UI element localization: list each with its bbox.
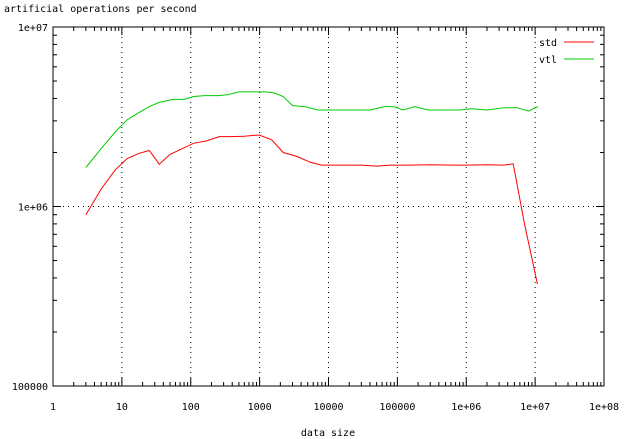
x-tick-label: 1	[50, 402, 56, 413]
x-axis-label: data size	[301, 428, 355, 439]
legend-label-vtl: vtl	[539, 55, 557, 66]
x-tick-label: 100	[182, 402, 200, 413]
legend-label-std: std	[539, 38, 557, 49]
y-tick-label: 1e+06	[18, 203, 48, 214]
y-tick-label: 100000	[12, 382, 48, 393]
series-lines	[85, 91, 539, 285]
grid-lines	[53, 27, 604, 386]
x-tick-label: 1000	[248, 402, 272, 413]
axis-ticks	[52, 26, 605, 387]
x-tick-label: 1e+08	[589, 402, 619, 413]
x-tick-label: 10000	[313, 402, 343, 413]
series-line-std	[85, 134, 538, 285]
chart-title: artificial operations per second	[4, 4, 197, 15]
x-tick-label: 100000	[379, 402, 415, 413]
x-tick-label: 1e+06	[451, 402, 481, 413]
y-tick-label: 1e+07	[18, 23, 48, 34]
x-tick-label: 1e+07	[520, 402, 550, 413]
x-tick-label: 10	[116, 402, 128, 413]
tick-labels: 1 10 100 1000 10000 100000 1e+06 1e+07 1e+08 1000…	[12, 23, 619, 413]
series-line-vtl	[85, 91, 539, 168]
legend: std vtl	[539, 38, 594, 66]
